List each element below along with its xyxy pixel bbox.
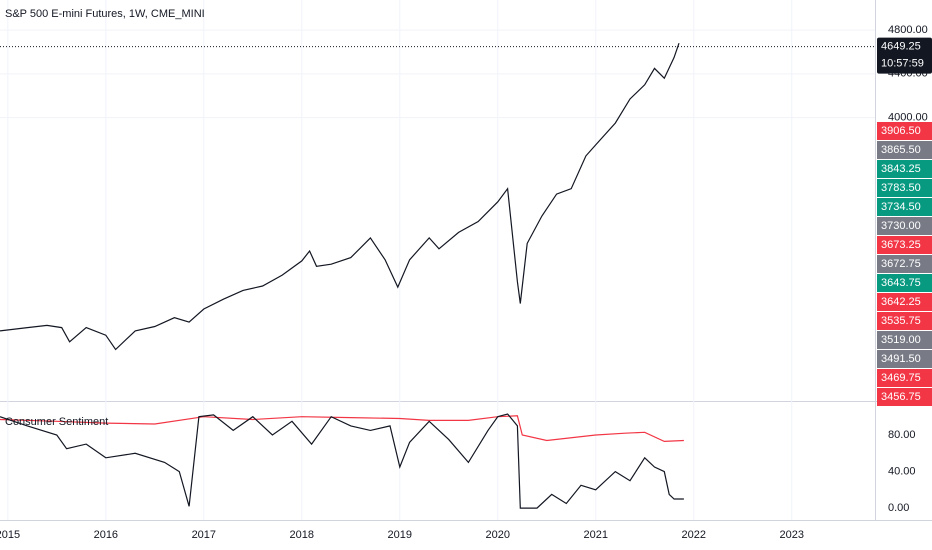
price-tag-label: 3734.50 — [881, 201, 921, 213]
price-tag — [877, 160, 932, 178]
price-tag-label: 3642.25 — [881, 296, 921, 308]
price-tag — [877, 198, 932, 216]
x-tick-label: 2015 — [0, 529, 20, 541]
x-tick-label: 2023 — [779, 529, 803, 541]
last-price-label: 4649.25 — [881, 40, 921, 52]
indicator-line — [0, 415, 684, 443]
price-tag — [877, 255, 932, 273]
price-tag-label: 3673.25 — [881, 239, 921, 251]
price-tag — [877, 312, 932, 330]
price-tag — [877, 217, 932, 235]
price-tag-label: 3672.75 — [881, 258, 921, 270]
price-tag — [877, 369, 932, 387]
price-tag-label: 3843.25 — [881, 163, 921, 175]
x-tick-label: 2021 — [584, 529, 608, 541]
price-tag-label: 3783.50 — [881, 182, 921, 194]
price-tag — [877, 122, 932, 140]
price-tag — [877, 236, 932, 254]
price-line — [0, 43, 680, 351]
indicator-title: Consumer Sentiment — [5, 416, 108, 428]
price-tag — [877, 141, 932, 159]
price-tag — [877, 350, 932, 368]
x-tick-label: 2022 — [681, 529, 705, 541]
price-tag-label: 3491.50 — [881, 353, 921, 365]
countdown-label: 10:57:59 — [881, 57, 924, 69]
price-tag-label: 3456.75 — [881, 391, 921, 403]
price-tag-label: 3469.75 — [881, 372, 921, 384]
price-tag-label: 3730.00 — [881, 220, 921, 232]
x-tick-label: 2019 — [388, 529, 412, 541]
price-tag-label: 3519.00 — [881, 334, 921, 346]
price-tag — [877, 331, 932, 349]
y-tick-label: 40.00 — [888, 465, 916, 477]
price-tag-label: 3535.75 — [881, 315, 921, 327]
price-tag — [877, 179, 932, 197]
y-tick-label: 4000.00 — [888, 111, 928, 123]
indicator-line — [0, 413, 684, 509]
x-tick-label: 2020 — [486, 529, 510, 541]
price-tag — [877, 388, 932, 406]
y-tick-label: 4800.00 — [888, 24, 928, 36]
y-tick-label: 80.00 — [888, 429, 916, 441]
x-tick-label: 2017 — [192, 529, 216, 541]
price-tag-label: 3906.50 — [881, 125, 921, 137]
chart-title: S&P 500 E-mini Futures, 1W, CME_MINI — [5, 8, 205, 20]
price-tag — [877, 293, 932, 311]
x-tick-label: 2016 — [94, 529, 118, 541]
price-tag-label: 3643.75 — [881, 277, 921, 289]
price-tag-label: 3865.50 — [881, 144, 921, 156]
price-tag — [877, 274, 932, 292]
last-price-tag — [877, 37, 932, 74]
x-tick-label: 2018 — [290, 529, 314, 541]
y-tick-label: 0.00 — [888, 502, 909, 514]
